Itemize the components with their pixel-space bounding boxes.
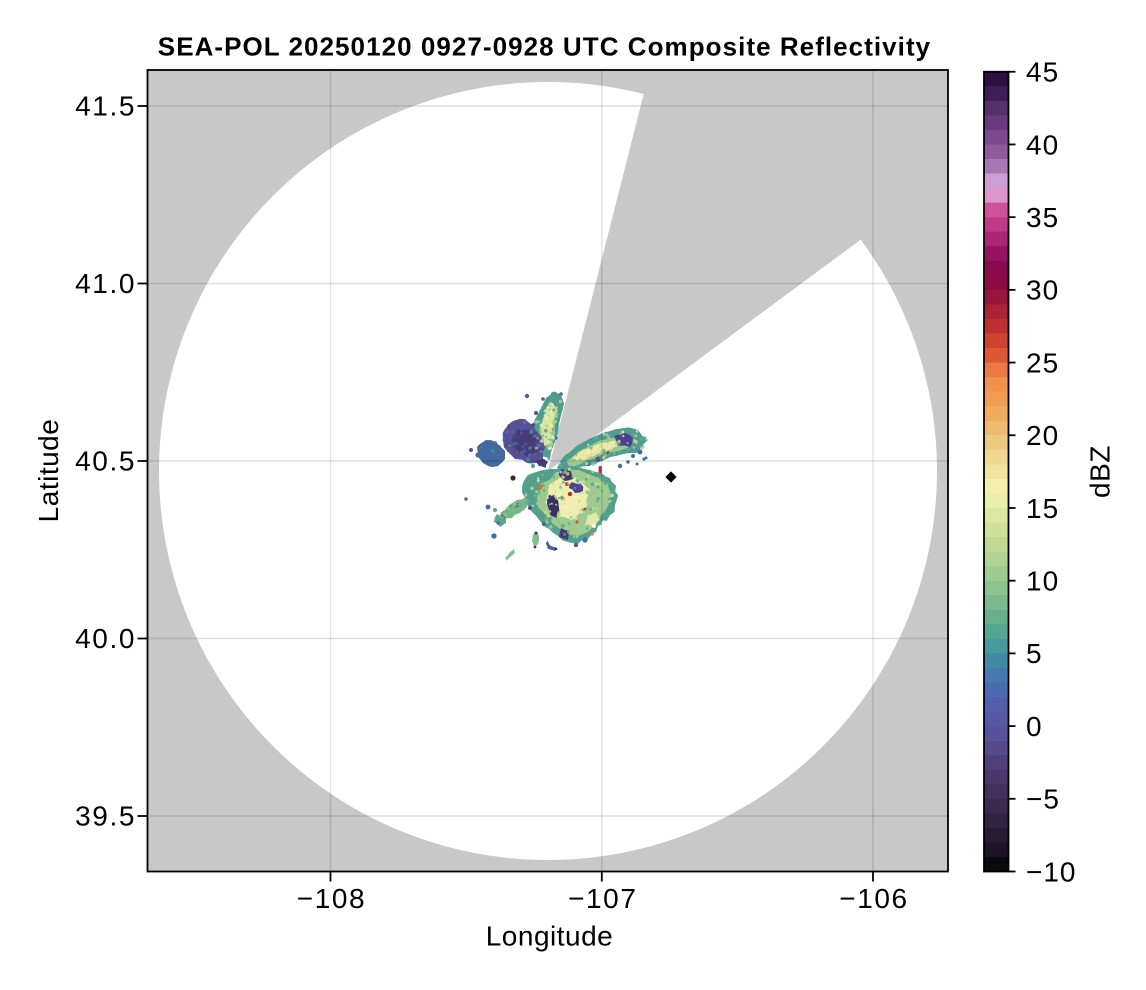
svg-text:dBZ: dBZ	[1085, 445, 1116, 498]
svg-text:35: 35	[1026, 202, 1059, 233]
svg-text:20: 20	[1026, 420, 1059, 451]
svg-text:30: 30	[1026, 275, 1059, 306]
svg-text:40.0: 40.0	[75, 623, 136, 654]
svg-text:41.0: 41.0	[75, 268, 136, 299]
svg-text:41.5: 41.5	[75, 91, 136, 122]
svg-text:−107: −107	[568, 883, 637, 914]
svg-text:45: 45	[1026, 57, 1059, 88]
svg-text:−106: −106	[839, 883, 908, 914]
svg-text:25: 25	[1026, 347, 1059, 378]
svg-text:Latitude: Latitude	[33, 419, 64, 523]
svg-text:5: 5	[1026, 638, 1043, 669]
svg-text:0: 0	[1026, 711, 1043, 742]
svg-text:40: 40	[1026, 129, 1059, 160]
svg-text:SEA-POL 20250120 0927-0928 UTC: SEA-POL 20250120 0927-0928 UTC Composite…	[158, 32, 931, 62]
svg-text:10: 10	[1026, 565, 1059, 596]
svg-text:39.5: 39.5	[75, 801, 136, 832]
svg-text:15: 15	[1026, 493, 1059, 524]
svg-text:40.5: 40.5	[75, 446, 136, 477]
svg-text:−108: −108	[297, 883, 366, 914]
svg-text:−5: −5	[1026, 784, 1060, 815]
svg-text:−10: −10	[1026, 856, 1077, 887]
svg-text:Longitude: Longitude	[486, 921, 614, 952]
